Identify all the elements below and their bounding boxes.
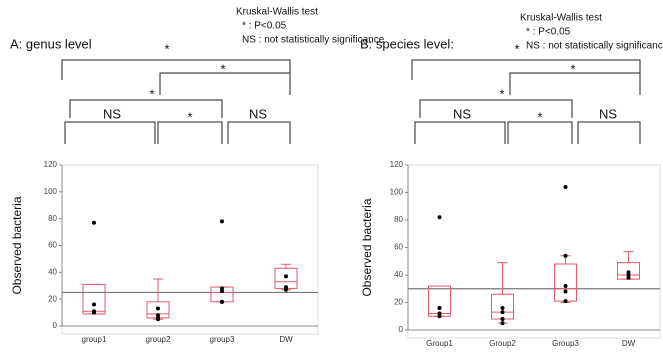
bracket <box>61 59 291 80</box>
point <box>437 215 442 220</box>
x-tick-label: group3 <box>210 335 235 344</box>
y-tick-label: 40 <box>48 267 57 276</box>
bracket <box>419 99 573 118</box>
annotation: NS : not statistically significance <box>526 41 663 52</box>
bracket-label: NS <box>453 106 471 121</box>
point <box>563 185 568 189</box>
point <box>500 317 505 321</box>
bracket <box>411 59 641 80</box>
x-tick-label: Group3 <box>552 339 579 348</box>
y-axis-label: Observed bacteria <box>10 196 24 294</box>
point <box>500 310 505 315</box>
bracket <box>577 121 641 144</box>
y-tick-label: 120 <box>390 160 404 169</box>
bracket <box>414 121 506 144</box>
y-tick-label: 20 <box>48 294 57 303</box>
y-axis-label: Observed bacteria <box>360 198 374 296</box>
y-tick-label: 20 <box>394 298 403 307</box>
x-tick-label: DW <box>622 339 636 348</box>
y-tick-label: 40 <box>394 270 403 279</box>
point <box>437 306 442 310</box>
bracket <box>64 121 156 144</box>
bracket-label: NS <box>249 106 267 121</box>
point <box>92 310 96 315</box>
bracket <box>509 72 641 95</box>
bracket-label: * <box>187 109 192 124</box>
bracket-label: * <box>149 86 154 101</box>
point <box>563 284 568 288</box>
annotation: * : P<0.05 <box>242 21 287 32</box>
x-tick-label: Group1 <box>426 339 453 348</box>
point <box>626 275 631 280</box>
annotation: * : P<0.05 <box>526 27 571 38</box>
bracket-label: * <box>164 41 169 56</box>
point <box>500 306 505 310</box>
point <box>156 317 160 322</box>
plot-frame <box>407 164 661 339</box>
bracket-label: * <box>499 86 504 101</box>
annotation: Kruskal-Wallis test <box>520 13 602 24</box>
bracket-label: NS <box>599 106 617 121</box>
plot-frame <box>61 164 319 335</box>
point <box>626 270 631 275</box>
bracket-label: * <box>514 41 519 56</box>
annotation: Kruskal-Wallis test <box>236 7 318 18</box>
point <box>437 314 442 319</box>
point <box>92 220 96 225</box>
bracket <box>159 72 291 95</box>
box <box>554 263 577 302</box>
y-tick-label: 80 <box>48 214 57 223</box>
annotation: NS : not statistically significance <box>242 35 385 46</box>
point <box>626 273 631 277</box>
y-tick-label: 60 <box>48 241 57 250</box>
panel-title: B: species level: <box>360 36 454 51</box>
bracket-label: * <box>537 109 542 124</box>
bracket <box>69 99 223 118</box>
x-tick-label: Group2 <box>489 339 516 348</box>
point <box>156 306 160 311</box>
bracket <box>227 121 291 144</box>
y-tick-label: 120 <box>44 160 58 169</box>
point <box>563 299 568 304</box>
point <box>92 302 96 307</box>
y-tick-label: 100 <box>44 187 58 196</box>
point <box>500 321 505 326</box>
y-tick-label: 0 <box>53 321 58 330</box>
point <box>220 219 224 224</box>
point <box>563 253 568 258</box>
point <box>563 289 568 294</box>
bracket-label: * <box>220 61 225 76</box>
point <box>220 289 224 294</box>
bracket-label: NS <box>103 106 121 121</box>
bracket <box>157 121 223 144</box>
bracket <box>507 121 573 144</box>
point <box>284 287 288 292</box>
y-tick-label: 60 <box>394 243 403 252</box>
bracket-label: * <box>570 61 575 76</box>
point <box>220 299 224 304</box>
x-tick-label: group2 <box>146 335 171 344</box>
x-tick-label: DW <box>279 335 293 344</box>
y-tick-label: 0 <box>399 325 404 334</box>
x-tick-label: group1 <box>82 335 107 344</box>
point <box>437 311 442 316</box>
panel-title: A: genus level <box>10 36 92 51</box>
point <box>284 274 288 279</box>
y-tick-label: 100 <box>390 188 404 197</box>
y-tick-label: 80 <box>394 215 403 224</box>
